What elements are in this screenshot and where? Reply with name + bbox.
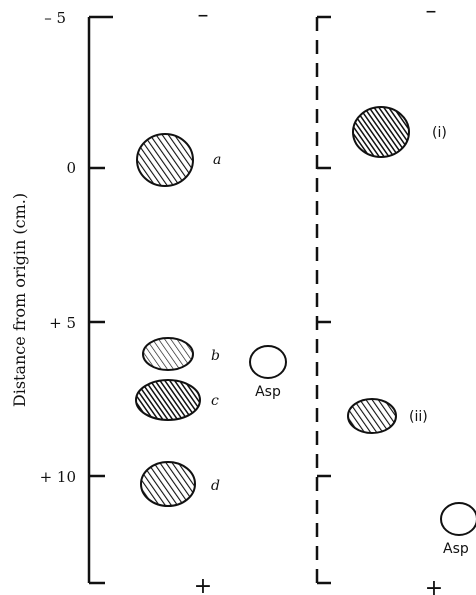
spot-b-label: b (211, 348, 220, 364)
spot-a-label: a (213, 152, 221, 168)
spot-c-label: c (211, 393, 219, 409)
y-tick-label-0: 0 (66, 159, 76, 177)
left-asp-reference-spot: Asp (249, 345, 287, 400)
left-anode-marker: + (194, 574, 212, 595)
spot-d: d (140, 461, 220, 507)
y-tick-label-plus-10: + 10 (40, 468, 76, 486)
spot-ii: (ii) (347, 398, 428, 434)
y-axis-title: Distance from origin (cm.) (10, 193, 29, 407)
spot-i-label: (i) (432, 125, 447, 141)
right-asp-label: Asp (443, 541, 469, 557)
left-asp-label: Asp (255, 384, 281, 400)
right-cathode-marker: – (426, 0, 437, 24)
left-cathode-marker: – (198, 3, 209, 28)
right-anode-marker: + (425, 576, 443, 595)
right-strip-scale (315, 15, 331, 585)
spot-c: c (135, 379, 219, 421)
spot-i: (i) (352, 106, 447, 158)
right-asp-reference-spot: Asp (440, 502, 476, 557)
spot-ii-label: (ii) (409, 409, 428, 425)
y-tick-label-plus-5: + 5 (49, 314, 76, 332)
spot-d-label: d (211, 478, 220, 494)
left-strip-scale (87, 15, 113, 585)
spot-b: b (142, 337, 220, 371)
y-tick-label-minus-5: – 5 (44, 9, 66, 27)
spot-a: a (136, 133, 221, 187)
